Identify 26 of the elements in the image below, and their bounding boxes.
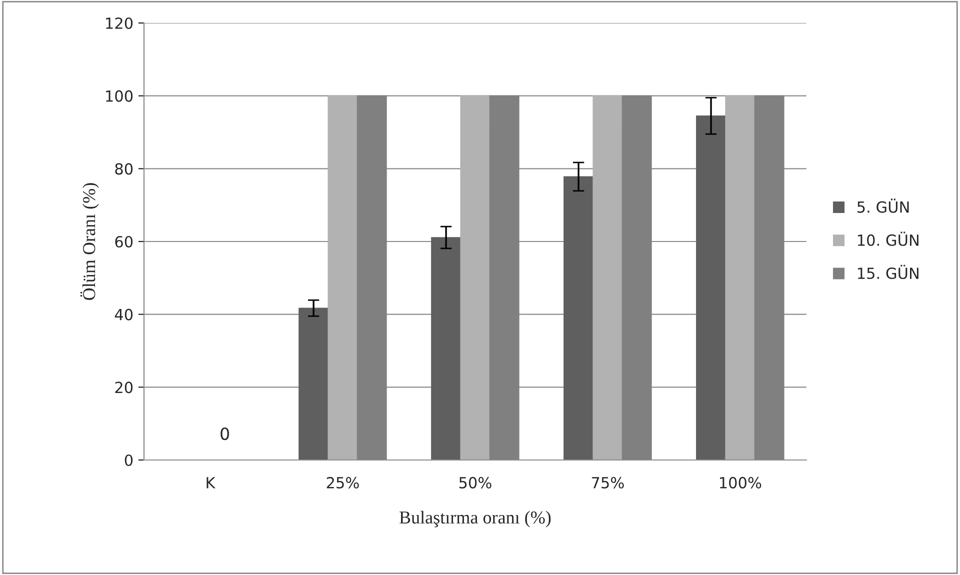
bar	[725, 95, 756, 460]
x-tick-label: 25%	[326, 476, 359, 488]
legend-label: 5. GÜN	[857, 198, 909, 213]
y-tick-label: 120	[106, 17, 133, 30]
y-tick-label: 60	[115, 236, 133, 248]
bar	[696, 115, 726, 460]
bar	[298, 308, 329, 460]
y-tick-label: 100	[106, 90, 133, 102]
bar	[592, 95, 623, 460]
bar	[460, 95, 490, 460]
x-tick-label: 50%	[459, 476, 492, 488]
x-tick-label: 100%	[720, 476, 762, 488]
bar	[431, 237, 462, 460]
bar	[564, 176, 594, 460]
bar	[328, 95, 358, 460]
annotation: 0	[220, 427, 230, 440]
x-tick-label: 75%	[592, 476, 624, 488]
y-tick-label: 80	[115, 163, 133, 175]
y-tick-label: 20	[115, 382, 133, 394]
y-tick-label: 0	[124, 454, 133, 466]
legend-label: 10. GÜN	[858, 232, 918, 246]
y-axis-title: Ölüm Oranı (%)	[80, 183, 99, 300]
x-tick-label: K	[206, 477, 216, 488]
x-axis-title: Bulaştırma oranı (%)	[400, 510, 551, 528]
legend-label: 15. GÜN	[858, 264, 918, 280]
y-tick-label: 40	[114, 308, 133, 320]
